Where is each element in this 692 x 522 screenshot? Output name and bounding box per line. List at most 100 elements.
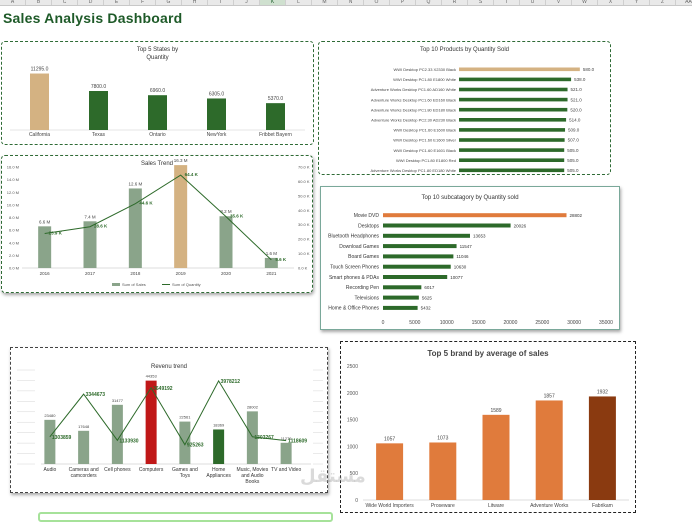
column-header-u[interactable]: U — [520, 0, 546, 5]
sales-trend-chart[interactable]: Sales Trend 16.0 M 14.0 M 12.0 M 10.0 M 8.0 … — [1, 155, 313, 293]
revenue-line-label: 1303267 — [254, 435, 274, 441]
subcat-x-tick: 0 — [382, 320, 385, 326]
dashboard-title: Sales Analysis Dashboard — [3, 10, 183, 26]
revenue-quantity-label: 23480 — [44, 413, 56, 418]
states-bar — [30, 73, 49, 130]
brand-y-tick: 1500 — [347, 418, 358, 424]
trend-left-tick: 6.0 M — [9, 228, 19, 233]
subcat-bar — [383, 285, 422, 290]
column-header-t[interactable]: T — [494, 0, 520, 5]
products-value-label: 580.0 — [583, 67, 595, 72]
revenue-line-label: 1133930 — [119, 438, 138, 444]
trend-left-tick: 16.0 M — [7, 165, 19, 170]
trend-sales-bar — [264, 257, 278, 268]
column-header-f[interactable]: F — [130, 0, 156, 5]
column-header-aa[interactable]: AA — [676, 0, 692, 5]
column-header-s[interactable]: S — [468, 0, 494, 5]
products-category-label: Adventure Works Desktop PC1.60 AD160 Whi… — [371, 87, 457, 92]
brand-category-label: Litware — [488, 503, 504, 509]
revenue-line — [49, 379, 287, 446]
top-subcategory-chart[interactable]: Top 10 subcatagory by Quantity sold Movi… — [320, 186, 620, 330]
revenue-category-label: TV and Video — [271, 467, 301, 473]
column-header-o[interactable]: O — [364, 0, 390, 5]
column-header-bar: A B C D E F G H I J K L M N O P Q R S T U V W X Y Z AA — [0, 0, 692, 6]
column-header-h[interactable]: H — [182, 0, 208, 5]
states-value-label: 5370.0 — [268, 96, 284, 102]
trend-sales-label: 1.6 M — [266, 251, 278, 256]
brand-bar — [429, 442, 457, 500]
column-header-e[interactable]: E — [104, 0, 130, 5]
brand-y-tick: 500 — [350, 471, 359, 477]
trend-category-label: 2020 — [221, 271, 232, 276]
column-header-a[interactable]: A — [0, 0, 26, 5]
trend-quantity-label: 28.6 K — [94, 224, 108, 229]
subcat-bar — [383, 264, 451, 269]
column-header-i[interactable]: I — [208, 0, 234, 5]
column-header-n[interactable]: N — [338, 0, 364, 5]
sales-trend-title: Sales Trend — [140, 161, 174, 167]
column-header-z[interactable]: Z — [650, 0, 676, 5]
revenue-quantity-bar — [145, 380, 157, 464]
products-bar — [459, 138, 565, 142]
trend-quantity-label: 5.6 K — [275, 257, 287, 262]
trend-sales-bar — [174, 165, 188, 268]
states-category-label: California — [29, 132, 50, 138]
revenue-category-label: Cameras and camcorders — [69, 467, 99, 479]
trend-left-tick: 2.0 M — [9, 253, 19, 258]
top-products-chart[interactable]: Top 10 Products by Quantity Sold WWI Des… — [318, 41, 611, 175]
revenue-quantity-bar — [111, 404, 123, 464]
trend-right-tick: 20.0 K — [298, 237, 310, 242]
trend-left-tick: 8.0 M — [9, 215, 19, 220]
trend-right-tick: 30.0 K — [298, 222, 310, 227]
column-header-c[interactable]: C — [52, 0, 78, 5]
brand-bar — [588, 396, 616, 500]
top-brand-chart[interactable]: Top 5 brand by average of sales 2500 2000… — [340, 341, 636, 513]
subcat-category-label: Download Games — [339, 244, 379, 250]
products-bar — [459, 67, 580, 72]
top-states-title-line2: Quantity — [146, 55, 169, 61]
revenue-trend-chart[interactable]: Revenu trend 23480 Audio 17648 Cameras and c… — [10, 347, 328, 493]
column-header-g[interactable]: G — [156, 0, 182, 5]
column-header-p[interactable]: P — [390, 0, 416, 5]
states-category-label: NewYork — [207, 132, 227, 138]
trend-left-tick: 12.0 M — [7, 190, 19, 195]
subcat-value-label: 10630 — [454, 265, 467, 270]
revenue-category-label: Home Appliances — [206, 467, 231, 479]
column-header-q[interactable]: Q — [416, 0, 442, 5]
column-header-x[interactable]: X — [598, 0, 624, 5]
revenue-quantity-bar — [246, 411, 258, 464]
column-header-r[interactable]: R — [442, 0, 468, 5]
top-products-plot: WWI Desktop PC2.33 X2330 Black 580.0 WWI D… — [370, 67, 595, 173]
brand-y-tick: 2000 — [347, 391, 358, 397]
revenue-line-label: 1303859 — [52, 435, 72, 441]
subcat-value-label: 13653 — [473, 234, 486, 239]
column-header-k[interactable]: K — [260, 0, 286, 5]
trend-sales-bar — [83, 221, 97, 268]
states-bar — [207, 98, 226, 130]
products-category-label: Adventure Works Desktop PC1.60 ED160 Bla… — [371, 97, 456, 102]
trend-quantity-line — [44, 174, 272, 261]
column-header-m[interactable]: M — [312, 0, 338, 5]
top-subcategory-title: Top 10 subcatagory by Quantity sold — [421, 195, 519, 201]
top-states-chart[interactable]: Top 5 States by Quantity 11295.0 Californ… — [1, 41, 314, 145]
column-header-d[interactable]: D — [78, 0, 104, 5]
subcat-category-label: Touch Screen Phones — [330, 265, 379, 271]
trend-quantity-label: 35.6 K — [230, 214, 244, 219]
states-value-label: 6305.0 — [209, 91, 225, 97]
column-header-b[interactable]: B — [26, 0, 52, 5]
revenue-quantity-bar — [179, 421, 191, 464]
column-header-w[interactable]: W — [572, 0, 598, 5]
column-header-l[interactable]: L — [286, 0, 312, 5]
products-bar — [459, 168, 565, 173]
column-header-v[interactable]: V — [546, 0, 572, 5]
revenue-category-label: Audio — [43, 467, 56, 473]
column-header-y[interactable]: Y — [624, 0, 650, 5]
watermark-logo: مستقل — [300, 466, 366, 487]
subcat-value-label: 5625 — [422, 295, 433, 300]
revenue-quantity-bar — [280, 442, 292, 464]
column-header-j[interactable]: J — [234, 0, 260, 5]
products-value-label: 505.0 — [567, 148, 579, 153]
top-brand-plot: 2500 2000 1500 1000 500 0 1057 Wide World Impor… — [347, 364, 629, 509]
products-category-label: Adventure Works Desktop PC1.80 ED180 Bla… — [371, 107, 456, 112]
products-bar — [459, 158, 565, 162]
